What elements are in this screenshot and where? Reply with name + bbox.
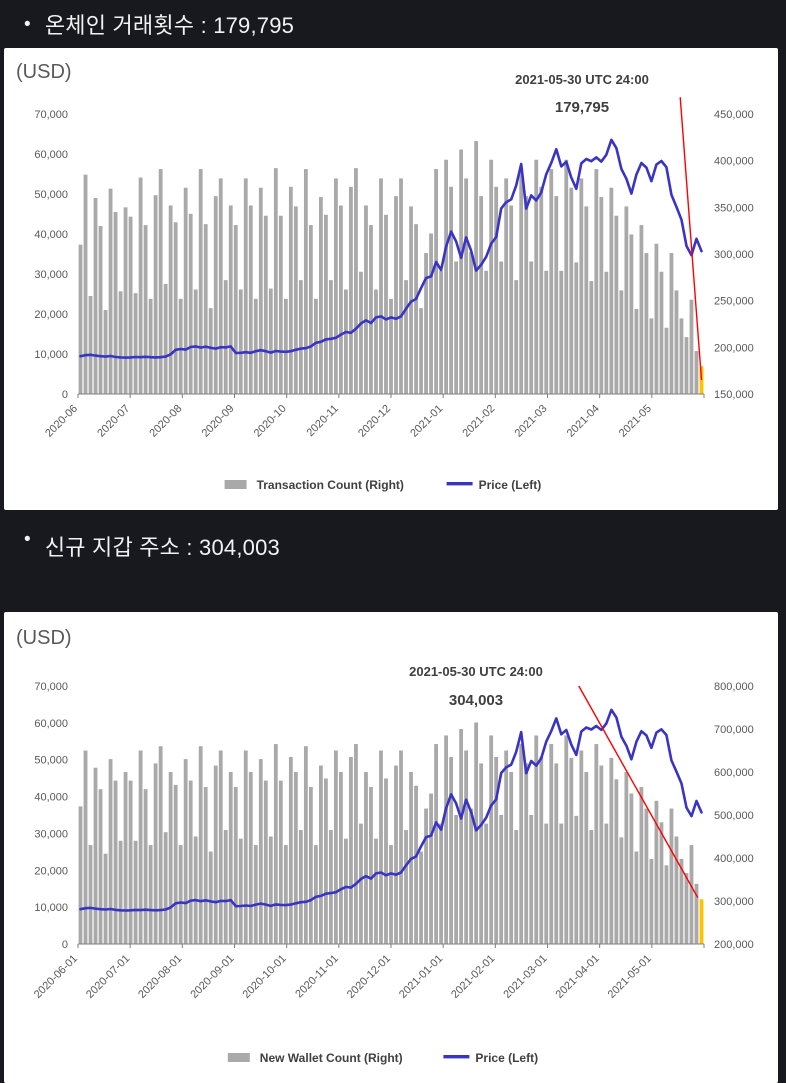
svg-text:2020-12-01: 2020-12-01 [345,953,393,1001]
svg-text:2021-02: 2021-02 [460,403,497,440]
svg-text:20,000: 20,000 [34,309,68,321]
svg-text:2021-04: 2021-04 [565,403,602,440]
svg-text:2020-12: 2020-12 [356,403,393,440]
new-wallet-chart: 0 10,000 20,000 30,000 40,000 50,000 60,000 70,… [16,627,754,1065]
svg-text:2020-09: 2020-09 [200,403,237,440]
svg-text:400,000: 400,000 [714,156,754,168]
svg-text:70,000: 70,000 [34,681,68,693]
onchain-tx-chart: 0 10,000 20,000 30,000 40,000 50,000 60,000 70,… [16,61,754,492]
svg-text:10,000: 10,000 [34,902,68,914]
svg-text:2021-03: 2021-03 [513,403,550,440]
section-title-onchain-tx: 온체인 거래횟수 : 179,795 [44,13,295,38]
svg-text:304,003: 304,003 [449,692,503,709]
svg-text:450,000: 450,000 [714,109,754,121]
svg-text:400,000: 400,000 [714,853,754,865]
svg-text:30,000: 30,000 [34,269,68,281]
svg-text:350,000: 350,000 [714,202,754,214]
chart-card-onchain-tx: 0 10,000 20,000 30,000 40,000 50,000 60,000 70,… [4,48,778,510]
svg-text:20,000: 20,000 [34,865,68,877]
svg-text:700,000: 700,000 [714,724,754,736]
svg-text:Transaction Count (Right): Transaction Count (Right) [257,478,404,492]
svg-text:2020-06-01: 2020-06-01 [32,953,80,1001]
svg-text:2020-08: 2020-08 [147,403,184,440]
svg-text:60,000: 60,000 [34,718,68,730]
section-title-new-wallet: 신규 지갑 주소 : 304,003 [44,535,280,560]
svg-text:30,000: 30,000 [34,828,68,840]
svg-text:2020-10: 2020-10 [252,403,289,440]
svg-text:(USD): (USD) [16,61,72,83]
svg-text:Price (Left): Price (Left) [475,1051,538,1065]
svg-text:60,000: 60,000 [34,149,68,161]
svg-text:2020-06: 2020-06 [43,403,80,440]
svg-text:2021-03-01: 2021-03-01 [501,953,549,1001]
svg-text:0: 0 [62,939,68,951]
svg-text:Price (Left): Price (Left) [479,478,542,492]
svg-text:2021-01: 2021-01 [408,403,445,440]
svg-text:New Wallet Count (Right): New Wallet Count (Right) [260,1051,403,1065]
svg-text:2021-04-01: 2021-04-01 [554,953,602,1001]
svg-text:50,000: 50,000 [34,755,68,767]
svg-text:2020-07-01: 2020-07-01 [84,953,132,1001]
svg-text:40,000: 40,000 [34,229,68,241]
svg-text:40,000: 40,000 [34,792,68,804]
svg-text:10,000: 10,000 [34,349,68,361]
svg-text:2021-01-01: 2021-01-01 [397,953,445,1001]
svg-text:2020-08-01: 2020-08-01 [136,953,184,1001]
bullet-icon: • [24,529,31,550]
svg-text:179,795: 179,795 [555,99,609,116]
svg-text:2021-05-30 UTC 24:00: 2021-05-30 UTC 24:00 [409,664,543,679]
svg-text:150,000: 150,000 [714,389,754,401]
svg-text:2021-05-01: 2021-05-01 [606,953,654,1001]
svg-text:2020-09-01: 2020-09-01 [188,953,236,1001]
section-header-onchain-tx: • 온체인 거래횟수 : 179,795 [0,0,786,48]
svg-text:2021-05: 2021-05 [617,403,654,440]
svg-text:2021-05-30 UTC 24:00: 2021-05-30 UTC 24:00 [515,72,649,87]
svg-text:600,000: 600,000 [714,767,754,779]
svg-text:300,000: 300,000 [714,249,754,261]
svg-text:2020-10-01: 2020-10-01 [241,953,289,1001]
svg-text:250,000: 250,000 [714,296,754,308]
svg-text:70,000: 70,000 [34,109,68,121]
chart-card-new-wallet: 0 10,000 20,000 30,000 40,000 50,000 60,000 70,… [4,612,778,1083]
bullet-icon: • [24,13,31,35]
svg-text:2021-02-01: 2021-02-01 [449,953,497,1001]
svg-text:800,000: 800,000 [714,681,754,693]
svg-text:200,000: 200,000 [714,939,754,951]
svg-text:(USD): (USD) [16,627,72,649]
svg-text:2020-11-01: 2020-11-01 [293,953,341,1001]
svg-text:200,000: 200,000 [714,342,754,354]
svg-text:300,000: 300,000 [714,896,754,908]
svg-text:2020-07: 2020-07 [95,403,132,440]
section-header-new-wallet: • 신규 지갑 주소 : 304,003 [0,510,786,612]
svg-text:2020-11: 2020-11 [304,403,340,439]
svg-text:0: 0 [62,389,68,401]
svg-text:50,000: 50,000 [34,189,68,201]
svg-text:500,000: 500,000 [714,810,754,822]
